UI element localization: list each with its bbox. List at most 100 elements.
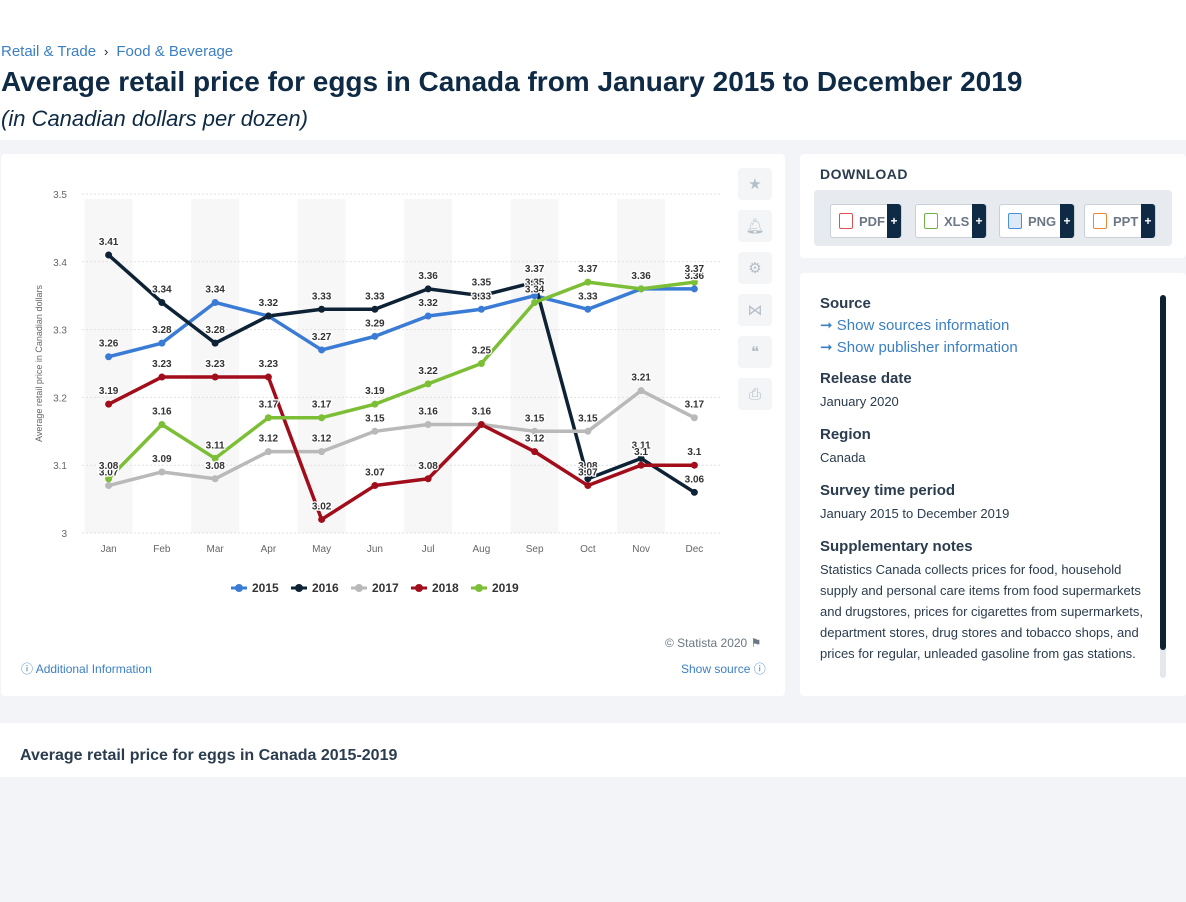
- data-label-2017: 3.08: [205, 461, 225, 472]
- x-tick-label: Apr: [261, 544, 277, 555]
- data-point-2018: [584, 482, 592, 490]
- data-label-2015: 3.26: [99, 339, 119, 350]
- info-scrollbar[interactable]: [1160, 295, 1166, 678]
- chart-band: [297, 199, 346, 533]
- show-publisher-link[interactable]: ➞ Show publisher information: [820, 339, 1018, 356]
- data-point-2016: [371, 305, 379, 313]
- survey-period-value: January 2015 to December 2019: [820, 506, 1010, 521]
- supplementary-notes-value: Statistics Canada collects prices for fo…: [820, 562, 1143, 661]
- info-icon: ⓘ: [21, 662, 34, 676]
- download-title: DOWNLOAD: [820, 166, 908, 182]
- y-tick-label: 3.1: [53, 461, 67, 472]
- data-point-2019: [424, 380, 432, 388]
- chart-toolbar: ★ 🔔︎ ⚙ ⋈ ❝ ⎙: [738, 168, 772, 410]
- legend-marker-2019: [475, 584, 483, 592]
- data-point-2015: [371, 332, 379, 340]
- supplementary-notes-heading: Supplementary notes: [820, 538, 973, 555]
- data-label-2015: 3.33: [472, 291, 492, 302]
- data-label-2019: 3.17: [259, 400, 279, 411]
- data-label-2018: 3.1: [687, 447, 701, 458]
- data-label-2016: 3.34: [152, 284, 172, 295]
- scrollbar-thumb[interactable]: [1160, 295, 1166, 650]
- x-tick-label: Aug: [472, 544, 490, 555]
- bell-icon[interactable]: 🔔︎: [738, 210, 772, 242]
- download-png-button[interactable]: PNG +: [999, 204, 1075, 238]
- data-point-2016: [105, 251, 113, 259]
- print-icon[interactable]: ⎙: [738, 378, 772, 410]
- data-label-2016: 3.36: [418, 271, 438, 282]
- data-point-2019: [105, 475, 113, 483]
- data-point-2016: [424, 285, 432, 293]
- data-label-2017: 3.15: [525, 413, 545, 424]
- breadcrumb-retail-trade[interactable]: Retail & Trade: [1, 43, 97, 60]
- data-label-2019: 3.34: [525, 284, 545, 295]
- line-chart: 3 3.1 3.2 3.3 3.4 3.5 Jan Feb Mar Apr May Jun Jul Aug…: [34, 190, 721, 595]
- download-card: DOWNLOAD PDF + XLS + PNG + PPT +: [800, 154, 1186, 258]
- y-tick-label: 3.5: [53, 190, 67, 201]
- data-label-2018: 3.16: [472, 407, 492, 418]
- data-point-2017: [318, 448, 326, 456]
- data-label-2016: 3.33: [365, 291, 385, 302]
- data-label-2016: 3.41: [99, 237, 119, 248]
- bottom-card: Average retail price for eggs in Canada …: [0, 723, 1186, 777]
- data-label-2017: 3.09: [152, 454, 172, 465]
- download-buttons: PDF + XLS + PNG + PPT +: [814, 190, 1172, 246]
- flag-icon[interactable]: ⚑: [750, 636, 762, 650]
- data-label-2018: 3.02: [312, 501, 332, 512]
- x-tick-label: Sep: [526, 544, 544, 555]
- data-point-2018: [105, 400, 113, 408]
- data-label-2017: 3.15: [365, 413, 385, 424]
- legend-marker-2015: [235, 584, 243, 592]
- data-label-2016: 3.32: [259, 298, 279, 309]
- data-point-2018: [531, 448, 539, 456]
- y-tick-label: 3.2: [53, 393, 67, 404]
- gear-icon[interactable]: ⚙: [738, 252, 772, 284]
- star-icon[interactable]: ★: [738, 168, 772, 200]
- data-point-2019: [158, 421, 166, 429]
- data-point-2016: [264, 312, 272, 320]
- show-sources-link[interactable]: ➞ Show sources information: [820, 317, 1010, 334]
- info-content: Source ➞ Show sources information ➞ Show…: [820, 295, 1150, 678]
- data-label-2016: 3.08: [578, 461, 598, 472]
- breadcrumb-food-beverage[interactable]: Food & Beverage: [116, 43, 234, 60]
- quote-icon[interactable]: ❝: [738, 336, 772, 368]
- info-card: Source ➞ Show sources information ➞ Show…: [800, 273, 1186, 696]
- data-point-2017: [105, 482, 113, 490]
- data-point-2016: [584, 475, 592, 483]
- data-label-2019: 3.11: [206, 440, 225, 451]
- x-tick-label: Nov: [632, 544, 650, 555]
- pdf-file-icon: [839, 213, 853, 229]
- data-point-2018: [424, 475, 432, 483]
- data-label-2018: 3.1: [634, 447, 648, 458]
- ppt-file-icon: [1093, 213, 1107, 229]
- data-point-2017: [264, 448, 272, 456]
- region-value: Canada: [820, 450, 866, 465]
- arrow-right-icon: ➞: [820, 339, 833, 356]
- data-label-2019: 3.37: [578, 264, 598, 275]
- data-point-2015: [531, 292, 539, 300]
- data-label-2018: 3.19: [99, 386, 119, 397]
- data-label-2017: 3.21: [631, 373, 651, 384]
- legend-label-2018: 2018: [432, 581, 459, 595]
- data-point-2017: [424, 421, 432, 429]
- download-xls-button[interactable]: XLS +: [915, 204, 987, 238]
- region-heading: Region: [820, 426, 871, 443]
- data-point-2017: [371, 427, 379, 435]
- share-icon[interactable]: ⋈: [738, 294, 772, 326]
- download-ppt-button[interactable]: PPT +: [1084, 204, 1156, 238]
- data-point-2016: [637, 454, 645, 462]
- download-pdf-button[interactable]: PDF +: [830, 204, 902, 238]
- series-line-2016: [107, 253, 696, 494]
- data-point-2015: [424, 312, 432, 320]
- series-line-2019: [107, 280, 695, 480]
- info-icon: ⓘ: [753, 662, 766, 676]
- data-label-2019: 3.16: [152, 407, 172, 418]
- data-point-2019: [531, 298, 539, 306]
- additional-information-link[interactable]: ⓘ Additional Information: [21, 662, 152, 676]
- data-label-2016: 3.33: [312, 291, 332, 302]
- data-label-2019: 3.22: [418, 366, 438, 377]
- data-label-2015: 3.27: [312, 332, 332, 343]
- chart-band: [617, 199, 666, 533]
- show-source-link[interactable]: Show source ⓘ: [681, 662, 766, 676]
- x-tick-label: Dec: [685, 544, 703, 555]
